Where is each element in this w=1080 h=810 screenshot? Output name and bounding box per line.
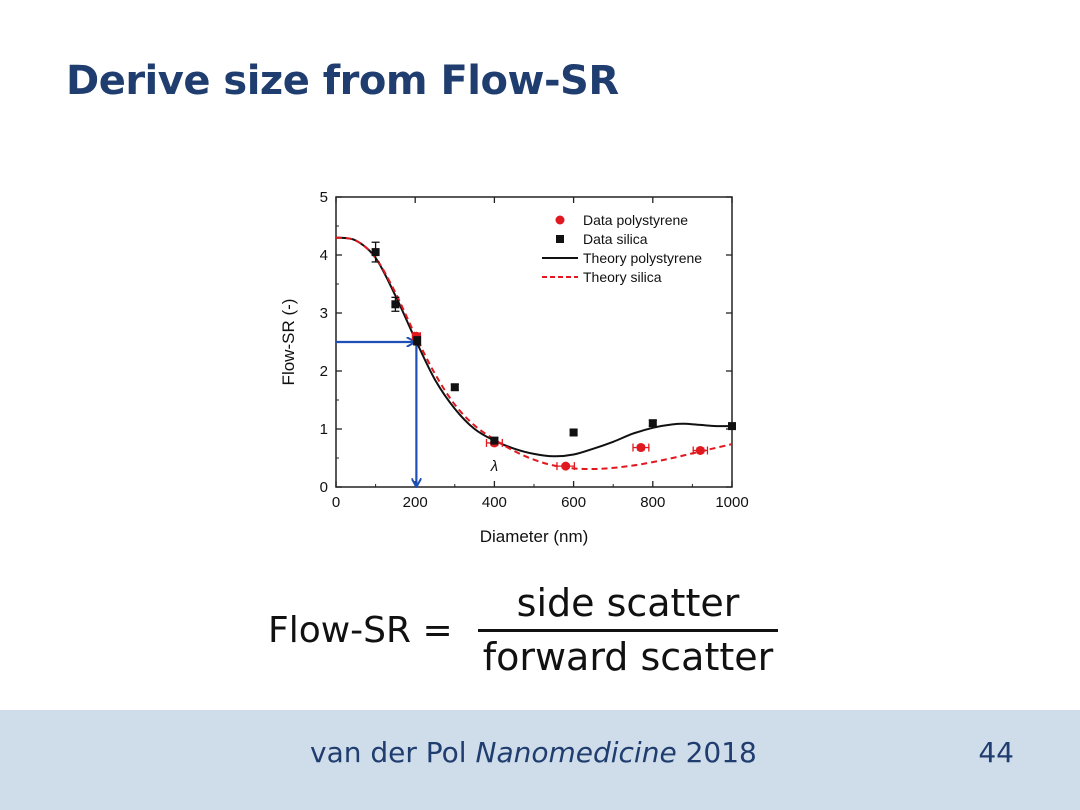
legend-data-polystyrene-marker	[555, 215, 565, 225]
axes: 0 200 400 600 800 1000 0 1 2 3 4 5	[320, 189, 749, 511]
slide-title: Derive size from Flow-SR	[66, 58, 619, 104]
legend-data-silica-label: Data silica	[583, 231, 648, 247]
data-silica-point	[648, 419, 657, 428]
data-polystyrene-point	[561, 461, 571, 471]
formula-denominator: forward scatter	[482, 635, 774, 679]
footer-bar: van der Pol Nanomedicine 2018 44	[0, 710, 1080, 810]
legend-data-polystyrene-label: Data polystyrene	[583, 212, 688, 228]
y-tick-label: 0	[320, 479, 328, 496]
data-silica-point	[391, 300, 400, 309]
theory-curves	[336, 236, 732, 471]
citation-year: 2018	[685, 736, 757, 769]
theory-silica-line	[336, 236, 732, 471]
x-tick-label: 600	[561, 494, 586, 511]
x-tick-label: 1000	[715, 494, 748, 511]
lambda-annotation: λ	[490, 458, 498, 475]
y-tick-label: 3	[320, 305, 328, 322]
citation: van der Pol Nanomedicine 2018	[310, 736, 757, 769]
y-tick-label: 2	[320, 363, 328, 380]
y-tick-label: 5	[320, 189, 328, 206]
data-silica-point	[728, 422, 736, 431]
data-points	[371, 241, 736, 471]
x-tick-label: 200	[403, 494, 428, 511]
legend-theory-silica-label: Theory silica	[583, 269, 662, 285]
legend-theory-polystyrene-label: Theory polystyrene	[583, 250, 702, 266]
y-tick-label: 4	[320, 247, 328, 264]
formula-fraction: side scatter forward scatter	[478, 580, 778, 680]
data-polystyrene-point	[695, 445, 705, 455]
y-axis-label: Flow-SR (-)	[279, 299, 298, 386]
formula-lhs: Flow-SR =	[268, 610, 453, 651]
x-tick-label: 800	[640, 494, 665, 511]
size-arrows	[336, 342, 416, 486]
x-tick-label: 400	[482, 494, 507, 511]
data-silica-point	[413, 336, 422, 345]
data-silica-point	[490, 436, 499, 445]
legend: Data polystyrene Data silica Theory polyst…	[542, 212, 702, 285]
page-number: 44	[978, 736, 1014, 769]
y-tick-label: 1	[320, 421, 328, 438]
data-silica-point	[450, 383, 459, 392]
data-polystyrene-point	[636, 443, 646, 453]
fraction-bar	[478, 629, 778, 632]
data-silica-point	[569, 428, 578, 437]
citation-author: van der Pol	[310, 736, 467, 769]
theory-polystyrene-line	[336, 236, 732, 458]
flow-sr-chart: 0 200 400 600 800 1000 0 1 2 3 4 5 Diameter (nm) Fl…	[279, 189, 749, 546]
x-axis-label: Diameter (nm)	[480, 527, 589, 546]
citation-journal: Nanomedicine	[475, 736, 677, 769]
legend-data-silica-marker	[556, 235, 564, 243]
x-tick-label: 0	[332, 494, 340, 511]
data-silica-point	[371, 248, 380, 257]
formula-numerator: side scatter	[516, 581, 740, 625]
